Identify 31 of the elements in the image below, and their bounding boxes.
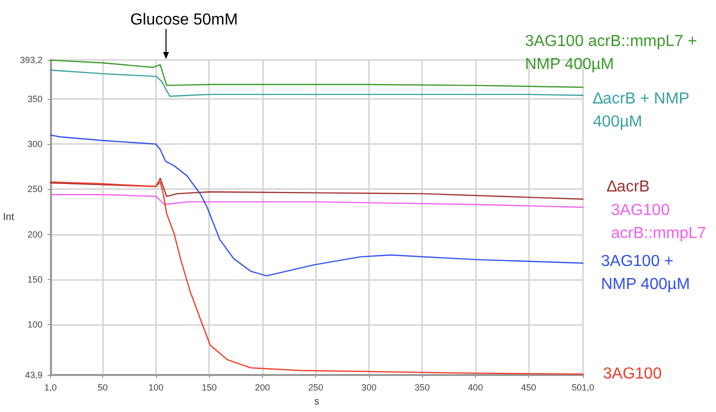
x-tick-label: 450 (521, 382, 536, 393)
x-tick-label: 150 (202, 382, 217, 393)
line-series (50, 194, 584, 208)
series-label: 3AG100 acrB::mmpL7 + NMP 400µM (525, 33, 702, 74)
x-tick-label: 100 (148, 382, 164, 393)
line-series (50, 178, 584, 200)
y-tick-label: 250 (28, 184, 43, 194)
x-tick-label: 250 (308, 382, 324, 393)
x-tick-label: 501,0 (572, 382, 594, 393)
series-label: 3AG100 acrB::mmpL7 (611, 202, 706, 242)
series-label: 3AG100 + NMP 400µM (601, 253, 690, 294)
y-tick-label: 200 (28, 229, 43, 240)
y-tick-label: 100 (28, 319, 43, 330)
y-tick-label: 300 (28, 139, 43, 150)
x-axis-title: s (314, 396, 320, 408)
text: Glucose 50mM (130, 12, 238, 28)
x-tick-label: 50 (98, 382, 108, 393)
y-tick-label: 150 (28, 274, 43, 284)
x-tick-label: 400 (468, 382, 483, 393)
series-label: ∆acrB (607, 178, 650, 196)
x-tick-label: 1,0 (44, 382, 57, 393)
x-tick-label: 350 (414, 382, 430, 393)
y-axis-title: Int (2, 212, 14, 224)
series-label: 3AG100 (603, 366, 662, 383)
x-tick-label: 300 (361, 382, 376, 393)
line-series (50, 134, 584, 276)
y-tick-label: 393,2 (20, 55, 43, 65)
series-label: ∆acrB + NMP 400µM (593, 90, 694, 130)
y-tick-label: 43,9 (25, 370, 43, 380)
y-tick-label: 350 (28, 94, 43, 104)
x-tick-label: 200 (254, 382, 270, 393)
